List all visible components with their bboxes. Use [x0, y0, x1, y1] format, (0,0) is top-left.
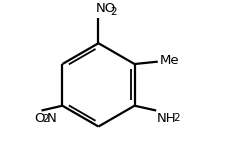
Text: NO: NO: [95, 2, 115, 15]
Text: 2: 2: [111, 7, 117, 17]
Text: 2: 2: [43, 114, 49, 124]
Text: O: O: [34, 112, 45, 125]
Text: NH: NH: [157, 112, 177, 125]
Text: N: N: [46, 112, 56, 125]
Text: 2: 2: [173, 113, 180, 123]
Text: Me: Me: [159, 54, 179, 67]
